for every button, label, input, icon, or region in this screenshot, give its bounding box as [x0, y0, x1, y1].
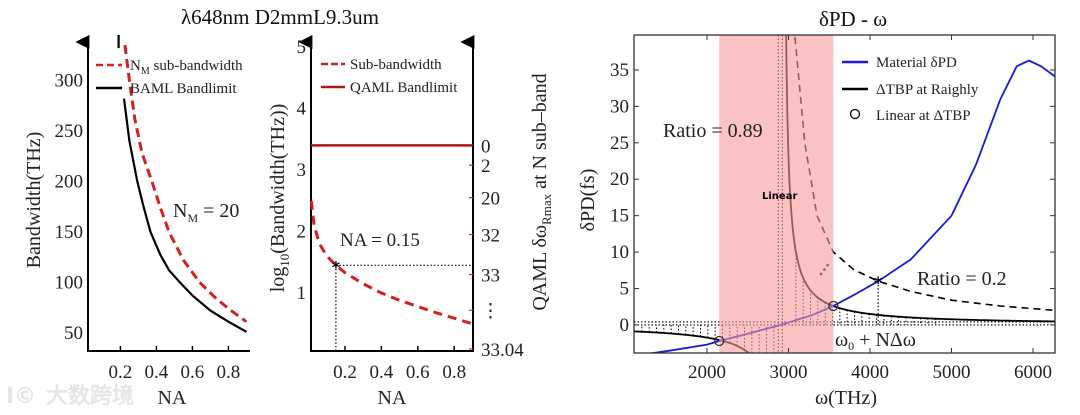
y-tick-label: 10	[610, 242, 629, 263]
y2-tick-label: 0	[481, 136, 491, 157]
y-tick-label: 35	[610, 60, 629, 81]
legend-label: Material δPD	[876, 55, 957, 71]
x-tick-label: 0.2	[109, 362, 133, 383]
x-tick-label: 0.2	[333, 362, 357, 383]
y-axis-label: δPD(fs)	[577, 169, 599, 232]
chart-title: δPD - ω	[819, 7, 887, 31]
x-axis-label: NA	[158, 387, 187, 409]
x-tick-label: 0.8	[442, 362, 466, 383]
y-tick-label: 20	[610, 169, 629, 190]
legend: Material δPD ΔTBP at Raighly Linear at Δ…	[842, 55, 979, 124]
y2-axis-label: QAML δωRmax at N sub–band	[529, 73, 554, 310]
legend-label: Sub-bandwidth	[350, 57, 442, 73]
y2-tick-label: 2	[481, 156, 491, 177]
annotation-linear: Linear	[762, 191, 797, 202]
y2-tick-label: 33.04	[481, 340, 524, 361]
y-axis-label: Bandwidth(THz)	[23, 132, 45, 269]
panel-dpd-vs-omega: * 2000 3000 4000 5000 6000 0 5 10 15 20 25 30 35 δPD…	[577, 7, 1056, 409]
annotation-nm: NM = 20	[173, 200, 239, 225]
x-tick-label: 0.4	[370, 362, 394, 383]
y2-tick-label: 32	[481, 226, 500, 247]
annotation-ratio-left: Ratio = 0.89	[663, 120, 763, 142]
legend-label: Linear at ΔTBP	[876, 108, 971, 124]
y-tick-label: 4	[297, 99, 307, 120]
y-tick-label: 50	[64, 323, 83, 344]
y2-tick-label: 20	[481, 189, 500, 210]
y-tick-label: 3	[297, 160, 307, 181]
star-marker-icon: *	[332, 257, 341, 276]
x-tick-label: 0.6	[181, 362, 205, 383]
x-axis-label: ω(THz)	[815, 387, 877, 409]
plot-area: *	[634, 35, 1055, 353]
x-tick-label: 5000	[933, 362, 971, 383]
x-tick-label: 0.6	[406, 362, 430, 383]
figure-title: λ648nm D2mmL9.3um	[181, 5, 379, 29]
watermark-logo-icon: I©	[6, 384, 36, 409]
x-tick-label: 2000	[688, 362, 726, 383]
x-tick-label: 6000	[1014, 362, 1052, 383]
x-axis-label: NA	[378, 387, 407, 409]
linear-marker	[828, 300, 839, 312]
x-tick-label: 3000	[770, 362, 808, 383]
y-tick-label: 25	[610, 133, 629, 154]
legend-label: ΔTBP at Raighly	[876, 82, 979, 98]
x-tick-label: 0.4	[145, 362, 169, 383]
annotation-ratio-right: Ratio = 0.2	[917, 268, 1007, 290]
y-tick-label: 30	[610, 96, 629, 117]
series-line	[309, 200, 473, 326]
shaded-region	[719, 35, 834, 353]
series-line-tbp	[634, 330, 751, 353]
y2-tick-label: 33	[481, 266, 500, 287]
legend-label: QAML Bandlimit	[350, 80, 458, 96]
x-tick-label: 4000	[851, 362, 889, 383]
marker-label: NA = 0.15	[340, 230, 420, 251]
panel-bandwidth-vs-na: 0.2 0.4 0.6 0.8 50 100 150 200 250 300 Bandwidth(…	[23, 35, 250, 409]
legend: NM sub-bandwidth BAML Bandlimit	[96, 58, 243, 97]
y-tick-label: 2	[297, 222, 307, 243]
linear-marker	[714, 335, 725, 347]
y-axis-label: log10(Bandwidth(THz))	[267, 104, 292, 293]
y2-tick-label: ⋮	[481, 301, 500, 322]
legend-circle-icon	[849, 108, 861, 120]
y-tick-label: 1	[297, 283, 307, 304]
watermark: 大数跨境	[46, 383, 134, 409]
y-tick-label: 5	[297, 37, 307, 58]
y-tick-label: 15	[610, 206, 629, 227]
y-tick-label: 200	[55, 171, 84, 192]
x-tick-label: 0.8	[217, 362, 241, 383]
series-line-material	[647, 59, 1055, 353]
y-tick-label: 300	[55, 70, 84, 91]
y-tick-label: 0	[620, 315, 630, 336]
legend-label: BAML Bandlimit	[130, 81, 237, 97]
y-tick-label: 100	[55, 272, 84, 293]
y-tick-label: 150	[55, 222, 84, 243]
annotation-omega: ω0 + NΔω	[835, 329, 916, 353]
star-marker-icon: *	[874, 273, 883, 292]
series-line-dashed	[794, 37, 1055, 312]
series-line	[122, 98, 247, 333]
plot-frame	[633, 34, 1056, 354]
y-tick-label: 5	[620, 279, 630, 300]
legend: Sub-bandwidth QAML Bandlimit	[321, 57, 458, 96]
legend-label: NM sub-bandwidth	[130, 58, 243, 77]
y-tick-label: 250	[55, 121, 84, 142]
